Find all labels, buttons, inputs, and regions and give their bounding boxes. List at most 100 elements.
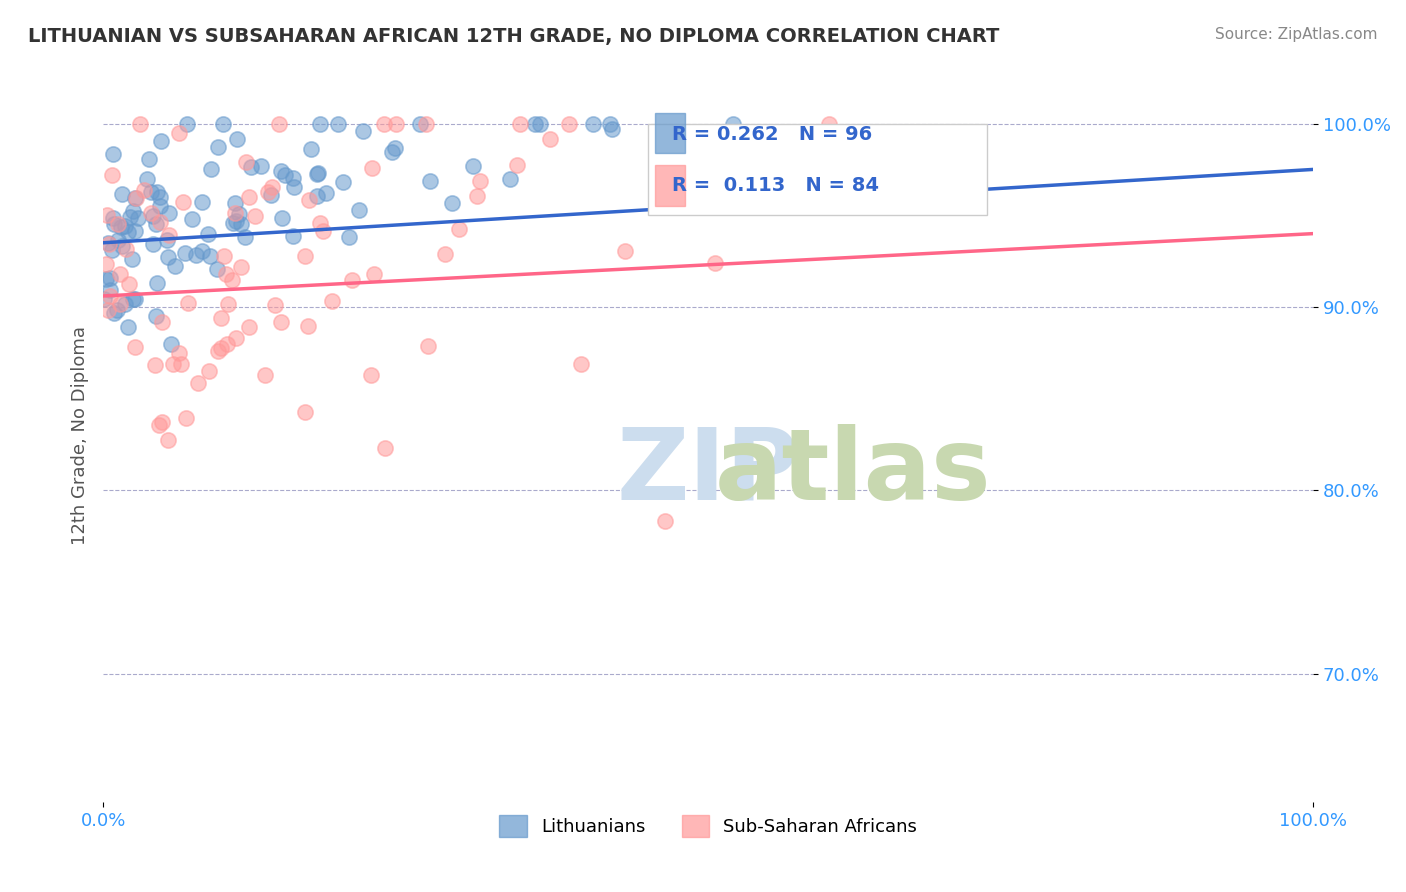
Point: [297, 193, 319, 207]
Point: [142, 237, 165, 252]
Point: [509, 117, 531, 131]
Point: [110, 220, 132, 235]
Text: R = 0.262   N = 96: R = 0.262 N = 96: [678, 132, 879, 152]
Point: [308, 117, 330, 131]
Point: [225, 132, 247, 146]
Point: [149, 215, 172, 229]
Point: [299, 142, 322, 156]
Point: [117, 320, 139, 334]
Point: [250, 159, 273, 173]
Point: [198, 249, 221, 263]
Point: [174, 245, 197, 260]
Point: [470, 173, 492, 187]
Point: [271, 211, 294, 226]
Point: [111, 239, 134, 253]
Point: [311, 224, 333, 238]
Point: [309, 217, 332, 231]
Point: [463, 160, 485, 174]
Point: [315, 186, 337, 201]
Point: [294, 249, 316, 263]
Point: [239, 160, 262, 174]
Point: [654, 514, 676, 528]
Point: [103, 217, 125, 231]
FancyBboxPatch shape: [648, 124, 987, 215]
Point: [360, 368, 382, 382]
Point: [217, 296, 239, 310]
Point: [209, 341, 232, 355]
Point: [207, 344, 229, 359]
Point: [415, 117, 437, 131]
Point: [419, 174, 441, 188]
Point: [337, 230, 360, 244]
Point: [600, 122, 623, 136]
Point: [235, 155, 257, 169]
Text: atlas: atlas: [716, 424, 991, 521]
Point: [352, 124, 374, 138]
Point: [259, 188, 281, 202]
Point: [101, 169, 124, 183]
Point: [157, 228, 180, 243]
Point: [107, 233, 129, 247]
Point: [229, 260, 252, 275]
Point: [160, 336, 183, 351]
Point: [229, 217, 252, 231]
Point: [499, 171, 522, 186]
Point: [374, 441, 396, 455]
Point: [264, 298, 287, 312]
Point: [117, 225, 139, 239]
Point: [297, 319, 319, 334]
Point: [384, 141, 406, 155]
Point: [184, 248, 207, 262]
Point: [98, 237, 121, 252]
Point: [150, 135, 173, 149]
Point: [97, 235, 120, 250]
Point: [98, 270, 121, 285]
Point: [124, 292, 146, 306]
Point: [163, 259, 186, 273]
Point: [105, 303, 128, 318]
Point: [529, 117, 551, 131]
Point: [156, 433, 179, 447]
Point: [721, 117, 744, 131]
Text: ZIP: ZIP: [617, 424, 800, 521]
Point: [228, 206, 250, 220]
Point: [191, 195, 214, 210]
Point: [211, 311, 233, 326]
Point: [121, 204, 143, 219]
Point: [253, 368, 276, 382]
Point: [94, 272, 117, 286]
Point: [135, 171, 157, 186]
Point: [124, 191, 146, 205]
Point: [205, 261, 228, 276]
Point: [704, 256, 727, 270]
Point: [613, 244, 636, 258]
Point: [373, 117, 395, 131]
Point: [167, 346, 190, 360]
Point: [167, 127, 190, 141]
Point: [270, 164, 292, 178]
Point: [238, 319, 260, 334]
Point: [146, 276, 169, 290]
Point: [224, 195, 246, 210]
Point: [381, 145, 404, 159]
Text: Source: ZipAtlas.com: Source: ZipAtlas.com: [1215, 27, 1378, 42]
Point: [198, 364, 221, 378]
Point: [440, 195, 463, 210]
Point: [138, 153, 160, 167]
FancyBboxPatch shape: [655, 112, 685, 153]
Point: [115, 242, 138, 256]
Point: [262, 180, 284, 194]
Y-axis label: 12th Grade, No Diploma: 12th Grade, No Diploma: [72, 326, 89, 545]
Point: [101, 244, 124, 258]
Point: [121, 292, 143, 306]
Point: [281, 171, 304, 186]
Point: [149, 198, 172, 212]
Point: [361, 161, 384, 175]
Point: [97, 302, 120, 317]
Point: [191, 244, 214, 258]
Point: [157, 206, 180, 220]
Point: [162, 358, 184, 372]
Point: [283, 180, 305, 194]
Point: [224, 206, 246, 220]
Point: [121, 252, 143, 266]
